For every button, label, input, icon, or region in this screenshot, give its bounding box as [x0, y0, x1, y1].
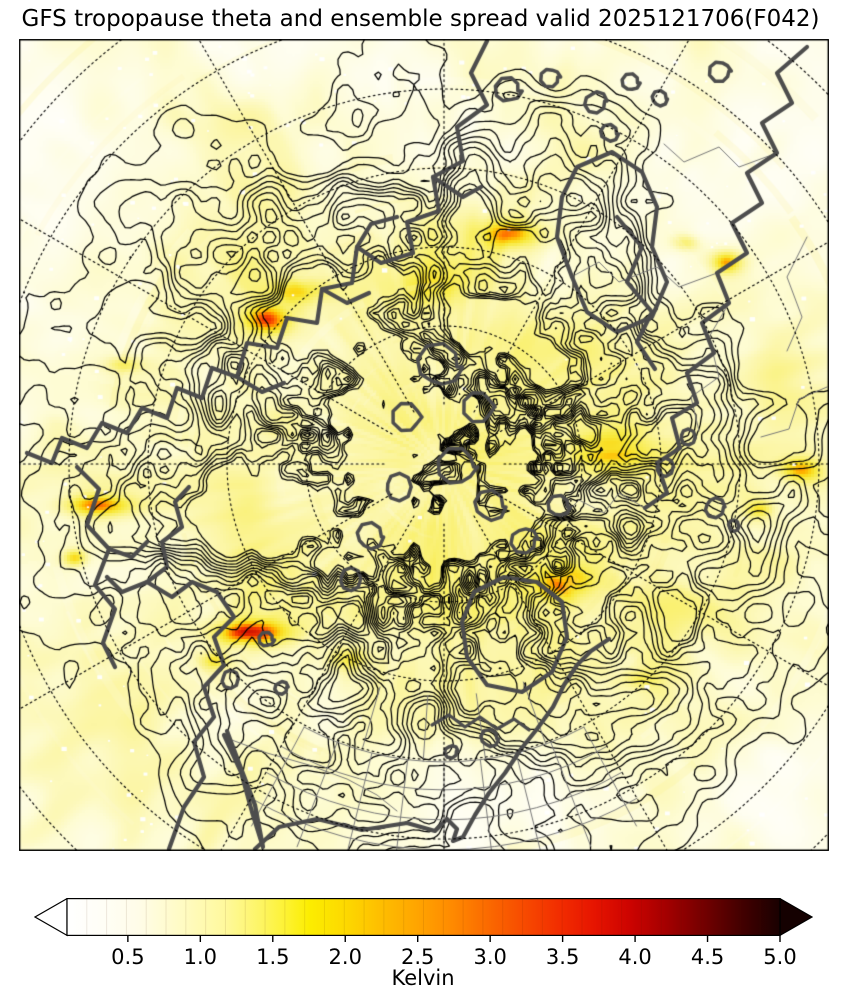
colorbar [33, 897, 814, 944]
chart-title: GFS tropopause theta and ensemble spread… [21, 6, 820, 32]
colorbar-tick-label: 1.5 [256, 945, 290, 969]
map-canvas [19, 39, 829, 851]
colorbar-tick-label: 1.0 [183, 945, 218, 969]
colorbar-tick-label: 2.0 [328, 945, 362, 969]
colorbar-tick-label: 3.5 [545, 945, 580, 969]
colorbar-tick-label: 0.5 [111, 945, 145, 969]
colorbar-unit-label: Kelvin [391, 966, 455, 990]
colorbar-tick-label: 3.0 [473, 945, 507, 969]
colorbar-tick-label: 2.5 [401, 945, 435, 969]
colorbar-tick-label: 4.5 [690, 945, 725, 969]
colorbar-extend-left-arrow [33, 897, 68, 937]
colorbar-gradient-bar [66, 898, 781, 936]
colorbar-tick-label: 5.0 [763, 945, 797, 969]
colorbar-extend-right-arrow [779, 897, 814, 937]
colorbar-tick-label: 4.0 [618, 945, 652, 969]
colorbar-svg [33, 897, 814, 942]
